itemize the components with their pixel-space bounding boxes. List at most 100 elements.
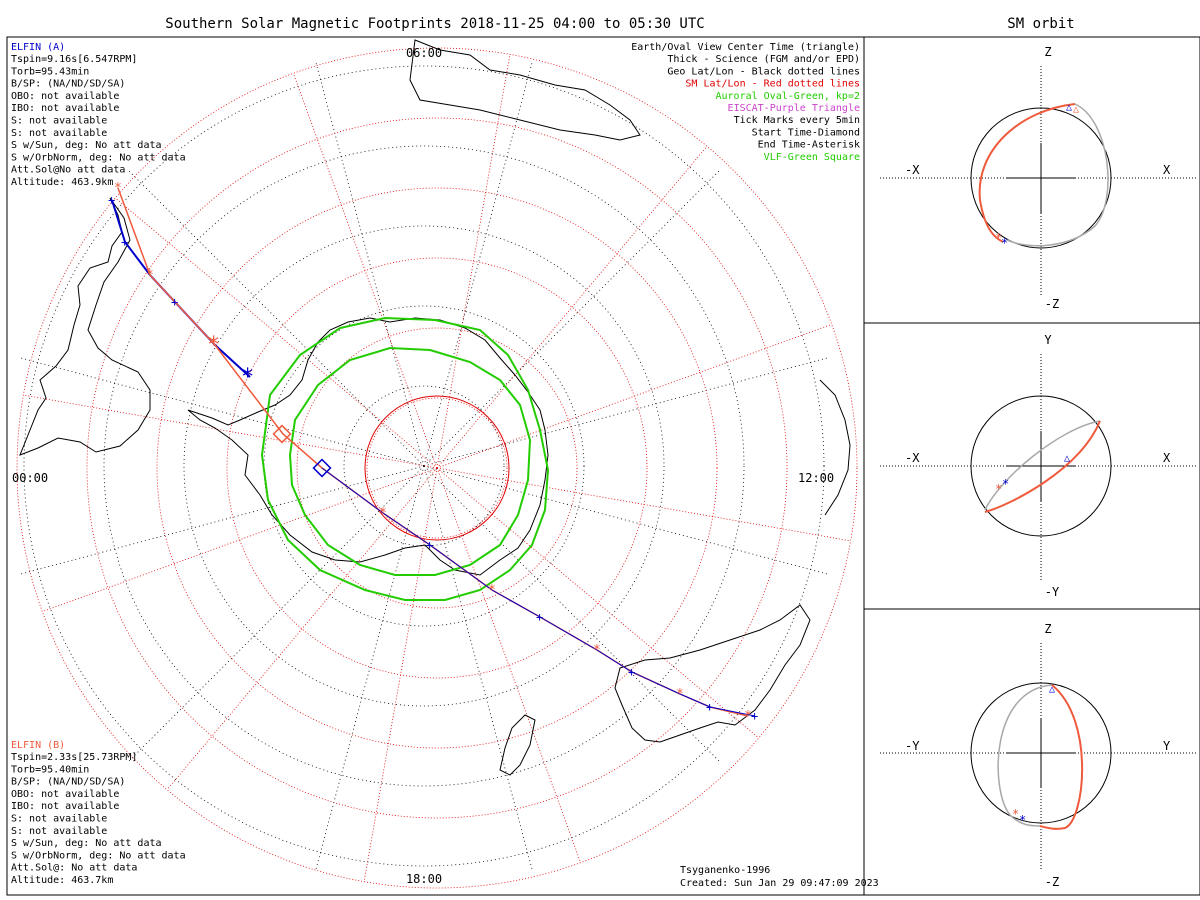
elfin-b-tick: * [676, 687, 684, 702]
clock-label-right: 12:00 [798, 471, 834, 485]
legend-entry: EISCAT-Purple Triangle [728, 103, 860, 114]
orbit-xy-a-marker: △ [1064, 453, 1070, 464]
legend-entry: Thick - Science (FGM and/or EPD) [667, 54, 860, 65]
info-line: Att.Sol@: No att data [11, 863, 137, 874]
orbit-panel-xz: Z -Z -X X △ △ * * [880, 45, 1196, 311]
coastline-madagascar [499, 714, 536, 776]
elfin-a-tick: + [628, 665, 635, 679]
legend: Earth/Oval View Center Time (triangle)Th… [631, 42, 860, 163]
elfin-a-tick: + [121, 235, 128, 249]
elfin-b-end-asterisk: * [207, 333, 220, 358]
orbit-xz-left-label: -X [905, 163, 920, 177]
geo-lon-line [18, 465, 425, 576]
sm-lon-line [436, 54, 511, 469]
elfin-a-tick: + [426, 538, 433, 552]
sm-lat-circle [226, 257, 648, 679]
legend-entry: VLF-Green Square [764, 152, 860, 163]
orbit-xz-right-label: X [1163, 163, 1171, 177]
coastline-antarctica [187, 317, 549, 576]
geo-lon-line [314, 60, 425, 467]
orbit-yz-bottom-label: -Z [1045, 875, 1059, 889]
sm-lat-circle [366, 397, 508, 539]
elfin-b-tick: * [488, 583, 496, 598]
sm-lon-line [166, 467, 438, 790]
info-line: S: not available [11, 116, 107, 127]
orbit-xy-red [984, 420, 1101, 513]
info-line: S: not available [11, 128, 107, 139]
sm-orbit-panels: Z -Z -X X △ △ * * Y -Y -X X [863, 36, 1200, 896]
info-line: S: not available [11, 826, 107, 837]
elfin-a-track-lower [321, 467, 756, 717]
elfin-b-track [117, 187, 749, 717]
sm-lon-line [436, 467, 759, 739]
orbit-xy-a-end: * [1002, 477, 1009, 491]
info-line: Att.Sol@No att data [11, 165, 125, 176]
orbit-xy-top-label: Y [1044, 333, 1052, 347]
auroral-ovals [260, 316, 550, 601]
geo-lon-line [423, 168, 722, 467]
auroral-oval-inner [288, 346, 532, 576]
page-title: Southern Solar Magnetic Footprints 2018-… [165, 16, 704, 32]
sm-lon-line [436, 146, 708, 469]
elfin-a-info-lines: Tspin=9.16s[6.547RPM]Torb=95.43min B/SP: … [11, 54, 186, 188]
orbit-yz-top-label: Z [1044, 622, 1051, 636]
geo-lat-circle [343, 385, 505, 547]
clock-label-top: 06:00 [406, 46, 442, 60]
elfin-a-end-asterisk: * [241, 365, 254, 390]
polar-plot: *******++++++++** 06:00 00:00 12:00 18:0… [6, 36, 879, 896]
info-line: S w/OrbNorm, deg: No att data [11, 152, 186, 163]
info-line: S w/OrbNorm, deg: No att data [11, 850, 186, 861]
sm-lat-circle [296, 327, 578, 609]
orbit-xz-earth [970, 107, 1112, 249]
sm-lon-line [292, 73, 438, 469]
geo-lon-line [423, 60, 534, 467]
orbit-xy-gray [984, 420, 1101, 511]
orbit-xz-bottom-label: -Z [1045, 297, 1059, 311]
coastline-australia [409, 39, 641, 141]
legend-entry: Earth/Oval View Center Time (triangle) [631, 42, 860, 53]
coastline-south-america [19, 197, 151, 456]
info-line: OBO: not available [11, 789, 119, 800]
elfin-b-info-lines: Tspin=2.33s[25.73RPM]Torb=95.40min B/SP: … [11, 752, 186, 886]
orbit-yz-a-start: △ [1049, 684, 1055, 695]
legend-entry: Geo Lat/Lon - Black dotted lines [667, 66, 860, 77]
orbit-xz-top-label: Z [1044, 45, 1051, 59]
sm-lon-line [42, 467, 438, 613]
info-line: B/SP: (NA/ND/SD/SA) [11, 777, 125, 788]
elfin-a-tick: + [706, 700, 713, 714]
orbit-xy-left-label: -X [905, 451, 920, 465]
geo-lon-line [423, 356, 830, 467]
orbit-xy-right-label: X [1163, 451, 1171, 465]
info-line: B/SP: (NA/ND/SD/SA) [11, 79, 125, 90]
sm-latlon-grid [16, 47, 858, 889]
coastline-africa [614, 604, 811, 743]
orbit-xy-earth [970, 395, 1112, 537]
track-tick-marks: *******++++++++** [108, 181, 758, 724]
elfin-b-info: ELFIN (B) Tspin=2.33s[25.73RPM]Torb=95.4… [11, 740, 186, 886]
sm-lon-line [436, 467, 851, 542]
orbit-xz-b-end: * [995, 231, 1002, 245]
elfin-a-tick: + [108, 193, 115, 207]
elfin-a-name: ELFIN (A) [11, 42, 65, 53]
orbit-panel-xy: Y -Y -X X △ * * [880, 333, 1196, 599]
geo-lat-circle [103, 145, 745, 787]
model-label: Tsyganenko-1996 [680, 865, 770, 876]
info-line: S w/Sun, deg: No att data [11, 838, 162, 849]
orbit-xy-b-end: * [995, 482, 1002, 496]
orbit-yz-right-label: Y [1163, 739, 1171, 753]
legend-entry: Tick Marks every 5min [734, 115, 860, 126]
legend-entry: Auroral Oval-Green, kp=2 [716, 91, 861, 102]
geo-latlon-grid [18, 60, 830, 872]
footer: Tsyganenko-1996 Created: Sun Jan 29 09:4… [680, 865, 879, 889]
sm-lon-line [363, 467, 438, 882]
elfin-a-tick: + [171, 295, 178, 309]
elfin-b-tick: * [744, 709, 752, 724]
info-line: Torb=95.43min [11, 66, 89, 77]
sm-lon-line [115, 197, 438, 469]
geo-lon-line [126, 168, 425, 467]
orbit-title: SM orbit [1007, 16, 1074, 32]
orbit-xy-bottom-label: -Y [1045, 585, 1060, 599]
coastlines [19, 39, 851, 776]
orbit-xz-red [978, 103, 1076, 243]
